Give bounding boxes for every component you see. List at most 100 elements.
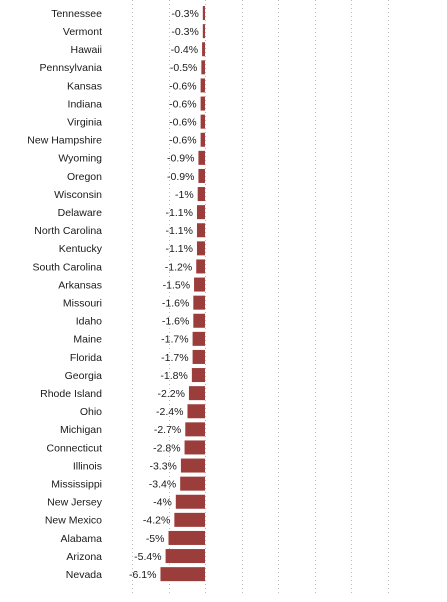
state-label: Oregon xyxy=(67,171,102,183)
bar-rhode-island xyxy=(188,386,205,401)
bar-nevada xyxy=(160,567,205,582)
bar-arizona xyxy=(165,549,205,564)
state-label: Hawaii xyxy=(70,44,102,56)
value-label: -3.3% xyxy=(149,460,176,472)
bar-idaho xyxy=(193,313,205,328)
value-label: -0.6% xyxy=(169,135,196,147)
state-label: Idaho xyxy=(76,316,102,328)
bar-kentucky xyxy=(196,241,205,256)
bar-pennsylvania xyxy=(201,60,205,75)
bar-new-hampshire xyxy=(200,132,205,147)
bar-ohio xyxy=(187,404,205,419)
state-label: Maine xyxy=(73,334,102,346)
value-label: -1.5% xyxy=(163,279,190,291)
bar-arkansas xyxy=(194,277,205,292)
value-label: -1.6% xyxy=(162,297,189,309)
value-label: -0.3% xyxy=(171,26,198,38)
bars xyxy=(160,6,205,582)
labels: Tennessee -0.3% Vermont -0.3% Hawaii -0.4% Pen… xyxy=(27,8,199,581)
bar-georgia xyxy=(191,368,205,383)
value-label: -5.4% xyxy=(134,551,161,563)
value-label: -1.8% xyxy=(160,370,187,382)
state-label: Virginia xyxy=(67,116,102,128)
bar-connecticut xyxy=(184,440,205,455)
value-label: -1.6% xyxy=(162,316,189,328)
state-label: Ohio xyxy=(80,406,102,418)
state-label: Michigan xyxy=(60,424,102,436)
bar-new-mexico xyxy=(174,512,205,527)
value-label: -0.4% xyxy=(171,44,198,56)
bar-michigan xyxy=(185,422,205,437)
bar-south-carolina xyxy=(196,259,205,274)
value-label: -1.1% xyxy=(166,225,193,237)
value-label: -0.9% xyxy=(167,153,194,165)
value-label: -2.4% xyxy=(156,406,183,418)
value-label: -2.7% xyxy=(154,424,181,436)
state-label: Illinois xyxy=(73,460,102,472)
value-label: -1.7% xyxy=(161,334,188,346)
state-label: Arkansas xyxy=(58,279,102,291)
state-label: Wisconsin xyxy=(54,189,102,201)
value-label: -1.1% xyxy=(166,207,193,219)
bar-indiana xyxy=(200,96,205,111)
state-label: Pennsylvania xyxy=(40,62,103,74)
state-label: Nevada xyxy=(66,569,102,581)
bar-oregon xyxy=(198,168,205,183)
state-label: Kansas xyxy=(67,80,102,92)
state-label: Indiana xyxy=(68,98,103,110)
bar-missouri xyxy=(193,295,205,310)
value-label: -1.7% xyxy=(161,352,188,364)
bar-delaware xyxy=(196,205,205,220)
state-label: Connecticut xyxy=(47,442,103,454)
state-label: Vermont xyxy=(63,26,102,38)
bar-north-carolina xyxy=(196,223,205,238)
bar-tennessee xyxy=(202,6,205,21)
value-label: -1.1% xyxy=(166,243,193,255)
state-label: Arizona xyxy=(66,551,102,563)
value-label: -3.4% xyxy=(149,478,176,490)
state-label: New Hampshire xyxy=(27,135,102,147)
value-label: -0.6% xyxy=(169,116,196,128)
state-label: South Carolina xyxy=(33,261,103,273)
state-label: Rhode Island xyxy=(40,388,102,400)
bar-virginia xyxy=(200,114,205,129)
state-label: North Carolina xyxy=(34,225,102,237)
bar-hawaii xyxy=(202,42,205,57)
bar-wyoming xyxy=(198,150,205,165)
bar-illinois xyxy=(180,458,205,473)
grid-lines xyxy=(132,0,389,596)
bar-mississippi xyxy=(180,476,205,491)
value-label: -4% xyxy=(153,497,172,509)
value-label: -2.2% xyxy=(158,388,185,400)
value-label: -0.3% xyxy=(171,8,198,20)
value-label: -0.6% xyxy=(169,98,196,110)
bar-wisconsin xyxy=(197,187,205,202)
bar-florida xyxy=(192,349,205,364)
state-label: Missouri xyxy=(63,297,102,309)
state-label: Tennessee xyxy=(51,8,102,20)
value-label: -4.2% xyxy=(143,515,170,527)
state-label: New Jersey xyxy=(47,497,103,509)
state-label: Delaware xyxy=(58,207,103,219)
state-label: Alabama xyxy=(61,533,103,545)
value-label: -1.2% xyxy=(165,261,192,273)
value-label: -2.8% xyxy=(153,442,180,454)
value-label: -0.5% xyxy=(170,62,197,74)
bar-new-jersey xyxy=(175,494,205,509)
bar-maine xyxy=(192,331,205,346)
bar-kansas xyxy=(200,78,205,93)
bar-vermont xyxy=(202,24,205,39)
value-label: -0.9% xyxy=(167,171,194,183)
value-label: -5% xyxy=(146,533,165,545)
value-label: -1% xyxy=(175,189,194,201)
bar-alabama xyxy=(168,530,205,545)
state-label: Kentucky xyxy=(59,243,103,255)
value-label: -0.6% xyxy=(169,80,196,92)
state-label: Wyoming xyxy=(58,153,102,165)
state-label: New Mexico xyxy=(45,515,102,527)
state-label: Mississippi xyxy=(51,478,102,490)
value-label: -6.1% xyxy=(129,569,156,581)
state-label: Florida xyxy=(70,352,102,364)
state-label: Georgia xyxy=(65,370,103,382)
